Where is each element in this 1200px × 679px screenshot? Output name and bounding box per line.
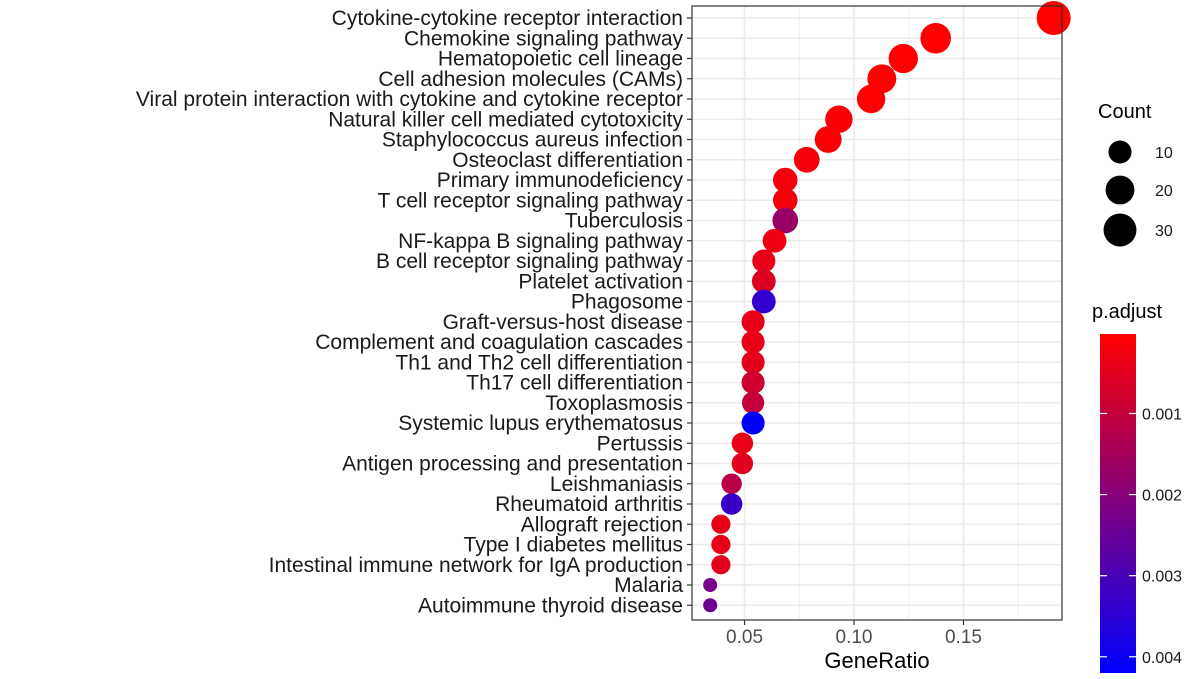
data-point xyxy=(741,391,765,414)
y-axis: Cytokine-cytokine receptor interactionCh… xyxy=(136,7,692,617)
y-tick-label: Hematopoietic cell lineage xyxy=(438,48,683,71)
y-tick-label: Type I diabetes mellitus xyxy=(464,534,683,557)
data-point xyxy=(741,370,765,395)
data-point xyxy=(856,84,886,114)
data-point xyxy=(920,22,951,54)
grid-lines xyxy=(692,6,1062,620)
data-point xyxy=(720,493,743,515)
data-point xyxy=(741,350,765,374)
y-tick-label: Graft-versus-host disease xyxy=(443,311,683,334)
color-legend-label: 0.003 xyxy=(1142,569,1182,586)
y-tick-label: Intestinal immune network for IgA produc… xyxy=(269,554,683,577)
size-legend-key xyxy=(1105,175,1135,205)
y-tick-label: Leishmaniasis xyxy=(550,473,683,496)
color-legend-label: 0.004 xyxy=(1142,650,1182,667)
y-tick-label: Systemic lupus erythematosus xyxy=(398,412,683,435)
y-tick-label: Staphylococcus aureus infection xyxy=(382,129,683,152)
y-tick-label: Autoimmune thyroid disease xyxy=(418,594,683,617)
x-tick-label: 0.15 xyxy=(945,627,982,648)
y-tick-label: Malaria xyxy=(614,574,683,597)
data-point xyxy=(888,43,918,74)
data-point xyxy=(762,228,787,253)
data-point xyxy=(721,473,742,494)
size-legend: Count 10 20 30 xyxy=(1098,101,1173,247)
y-tick-label: Complement and coagulation cascades xyxy=(315,331,683,354)
data-point xyxy=(711,514,731,534)
data-point xyxy=(752,249,776,273)
y-tick-label: B cell receptor signaling pathway xyxy=(376,250,684,273)
color-legend-bar xyxy=(1100,334,1136,673)
y-tick-label: Platelet activation xyxy=(518,270,683,293)
y-tick-label: Viral protein interaction with cytokine … xyxy=(136,88,683,111)
y-tick-label: Th1 and Th2 cell differentiation xyxy=(395,351,683,374)
size-legend-key xyxy=(1103,213,1137,247)
y-tick-label: Primary immunodeficiency xyxy=(437,169,684,192)
y-tick-label: Phagosome xyxy=(571,291,683,314)
data-point xyxy=(703,578,718,592)
data-point xyxy=(711,555,731,575)
y-tick-label: Osteoclast differentiation xyxy=(452,149,683,172)
panel-border xyxy=(691,5,1063,621)
y-tick-label: Tuberculosis xyxy=(565,210,683,233)
data-point xyxy=(773,167,798,193)
y-tick-label: Allograft rejection xyxy=(521,513,683,536)
x-tick-label: 0.10 xyxy=(836,627,873,648)
size-legend-label: 20 xyxy=(1155,183,1173,200)
color-legend-title: p.adjust xyxy=(1092,301,1162,323)
y-tick-label: NF-kappa B signaling pathway xyxy=(398,230,683,253)
data-point xyxy=(751,269,776,294)
y-tick-label: Chemokine signaling pathway xyxy=(404,27,683,50)
y-tick-label: Th17 cell differentiation xyxy=(466,372,683,395)
y-tick-label: T cell receptor signaling pathway xyxy=(378,189,684,212)
size-legend-title: Count xyxy=(1098,101,1152,123)
data-point xyxy=(825,105,853,133)
data-point xyxy=(793,146,820,173)
y-tick-label: Antigen processing and presentation xyxy=(342,453,683,476)
y-tick-label: Rheumatoid arthritis xyxy=(495,493,683,516)
color-legend-label: 0.001 xyxy=(1142,406,1182,423)
data-point xyxy=(731,432,754,454)
y-tick-label: Natural killer cell mediated cytotoxicit… xyxy=(328,108,683,131)
data-point xyxy=(731,452,754,475)
data-point xyxy=(814,126,842,153)
data-point xyxy=(773,187,798,213)
color-legend-label: 0.002 xyxy=(1142,488,1182,505)
data-points xyxy=(703,1,1071,613)
x-tick-label: 0.05 xyxy=(726,627,763,648)
y-tick-label: Pertussis xyxy=(597,432,683,455)
data-point xyxy=(751,289,776,314)
data-point xyxy=(772,207,799,234)
size-legend-label: 30 xyxy=(1155,223,1173,240)
data-point xyxy=(741,411,765,435)
size-legend-key xyxy=(1108,140,1132,164)
y-tick-label: Toxoplasmosis xyxy=(545,392,683,415)
data-point xyxy=(741,310,765,334)
color-legend: p.adjust 0.001 0.002 0.003 0.004 xyxy=(1092,301,1182,673)
y-tick-label: Cell adhesion molecules (CAMs) xyxy=(378,68,683,91)
x-axis: 0.05 0.10 0.15 xyxy=(726,620,982,648)
x-axis-title: GeneRatio xyxy=(824,648,929,673)
size-legend-label: 10 xyxy=(1155,145,1173,162)
data-point xyxy=(703,598,718,613)
y-tick-label: Cytokine-cytokine receptor interaction xyxy=(332,7,683,30)
data-point xyxy=(711,534,731,555)
data-point xyxy=(741,330,765,354)
